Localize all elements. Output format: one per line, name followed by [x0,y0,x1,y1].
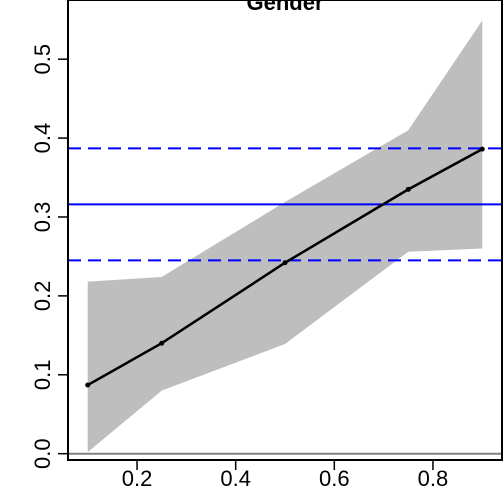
axis-layer: 0.2 0.4 0.6 0.8 0.0 0.1 0.2 0.3 0.4 0.5 [30,44,448,491]
y-tick-label: 0.2 [30,281,55,312]
data-point [159,340,165,346]
y-tick-label: 0.3 [30,202,55,233]
y-tick-label: 0.0 [30,438,55,469]
x-tick-label: 0.6 [319,466,350,491]
x-tick-label: 0.2 [122,466,153,491]
y-tick-label: 0.4 [30,123,55,154]
data-point [405,186,411,192]
y-tick-label: 0.1 [30,359,55,390]
x-tick-label: 0.8 [418,466,449,491]
x-tick-label: 0.4 [220,466,251,491]
series-layer [85,146,485,388]
data-point [282,260,288,266]
reference-lines-layer [68,147,502,455]
plot-frame [67,0,503,461]
confidence-band [87,20,483,453]
y-tick-label: 0.5 [30,44,55,75]
chart-title: Gender [246,0,323,15]
data-point [85,382,91,388]
band-layer [87,20,483,453]
data-point [479,146,485,152]
